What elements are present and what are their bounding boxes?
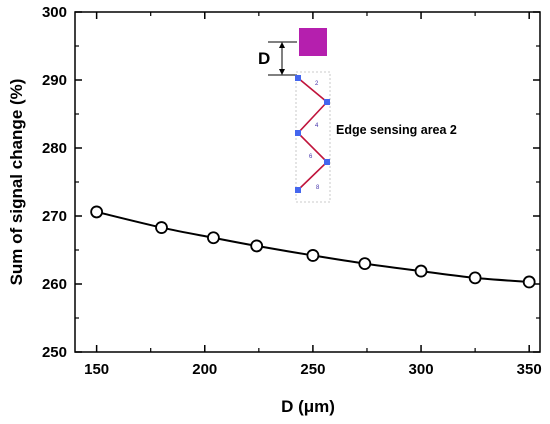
x-axis-label: D (μm): [281, 397, 335, 416]
y-tick-label: 290: [42, 72, 67, 89]
series-group: [90, 205, 536, 289]
inset-electrodes: [295, 75, 330, 193]
inset-arrow-head-up: [279, 42, 285, 48]
inset-electrode: [295, 75, 301, 81]
inset-label: Edge sensing area 2: [336, 123, 457, 137]
y-tick-label: 280: [42, 140, 67, 157]
inset-arrow-head-down: [279, 69, 285, 75]
inset-schematic: D 2 4 6 8 Edge sensing area 2: [258, 28, 457, 203]
data-point: [250, 239, 264, 253]
x-tick-label: 250: [300, 361, 325, 378]
inset-trace: [296, 77, 329, 191]
inset-distance-label: D: [258, 49, 270, 68]
inset-number-3: 6: [309, 154, 313, 160]
inset-number-4: 8: [316, 185, 320, 191]
data-point: [358, 257, 372, 271]
data-point: [414, 264, 428, 278]
data-point: [155, 221, 168, 234]
y-tick-label: 260: [42, 276, 67, 293]
inset-electrode: [295, 187, 301, 193]
data-point: [90, 205, 104, 219]
y-tick-labels: 250 260 270 280 290 300: [42, 4, 67, 361]
x-tick-label: 300: [409, 361, 434, 378]
inset-electrode: [295, 130, 301, 136]
axis-ticks: [75, 11, 540, 353]
x-tick-label: 150: [84, 361, 109, 378]
data-point: [306, 249, 320, 262]
x-tick-label: 350: [517, 361, 542, 378]
inset-number-1: 2: [315, 81, 319, 87]
plot-frame: [74, 11, 541, 353]
data-point: [207, 231, 220, 245]
y-tick-label: 300: [42, 4, 67, 21]
inset-pad: [299, 28, 327, 56]
y-tick-label: 250: [42, 344, 67, 361]
inset-number-2: 4: [315, 123, 319, 129]
inset-sensor-outline: [295, 71, 331, 203]
inset-electrode: [324, 99, 330, 105]
x-tick-label: 200: [192, 361, 217, 378]
y-tick-label: 270: [42, 208, 67, 225]
y-axis-label: Sum of signal change (%): [7, 79, 26, 286]
data-point: [522, 275, 536, 289]
data-point: [468, 271, 482, 285]
inset-electrode: [324, 159, 330, 165]
x-tick-labels: 150 200 250 300 350: [84, 361, 542, 378]
